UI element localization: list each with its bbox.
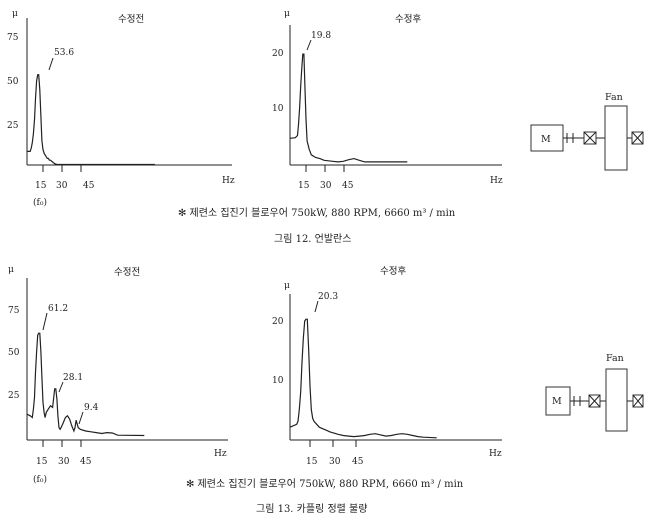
chart-1-f0-label: (f₀) — [33, 197, 47, 208]
chart-3-ytick-50: 50 — [8, 348, 20, 358]
chart-3-xtick-15: 15 — [36, 457, 48, 467]
chart-4-ytick-10: 10 — [272, 376, 284, 386]
chart-2-xtick-15: 15 — [298, 181, 310, 191]
diagram-bottom-motor — [545, 386, 571, 416]
chart-3-ytick-75: 75 — [8, 306, 20, 316]
chart-2-ytick-20: 20 — [272, 49, 284, 59]
chart-2-title: 수정후 — [395, 14, 421, 25]
diagram-top-fan — [604, 105, 628, 171]
chart-1-peak-leader — [48, 57, 54, 71]
chart-1-ytick-50: 50 — [7, 77, 19, 87]
chart-3-f0-label: (f₀) — [33, 474, 47, 485]
chart-3-peak-label-1: 61.2 — [48, 304, 68, 314]
chart-3-xtick-45: 45 — [80, 457, 92, 467]
chart-3-title: 수정전 — [114, 267, 140, 278]
chart-2-ylabel: μ — [284, 9, 290, 19]
chart-3-peak-leader-1 — [42, 312, 48, 331]
chart-1-ylabel: μ — [12, 9, 18, 19]
chart-4-xlabel: Hz — [489, 449, 502, 459]
diagram-bottom-bearing-1-x2 — [588, 394, 601, 408]
chart-1-peak-label: 53.6 — [54, 48, 74, 58]
chart-4-peak-label: 20.3 — [318, 292, 338, 302]
chart-3-peak-leader-2 — [58, 381, 64, 393]
fig13-title: 그림 13. 카플링 정렬 불량 — [256, 502, 367, 515]
diagram-bottom-fan-label: Fan — [606, 353, 624, 364]
chart-3-xtick-30: 30 — [58, 457, 70, 467]
chart-1-title: 수정전 — [118, 14, 144, 25]
fig12-title: 그림 12. 언발란스 — [274, 233, 351, 245]
chart-2-xtick-30: 30 — [320, 181, 332, 191]
chart-1: 수정전 μ 75 50 25 15 30 45 (f₀) Hz 53.6 — [7, 9, 235, 208]
chart-1-ytick-75: 75 — [7, 33, 19, 43]
chart-3-series-line — [26, 332, 145, 437]
chart-2-ytick-10: 10 — [272, 104, 284, 114]
chart-3-ytick-25: 25 — [8, 391, 20, 401]
chart-3-peak-leader-3 — [78, 411, 84, 425]
chart-2-peak-label: 19.8 — [311, 31, 331, 41]
chart-4-title: 수정후 — [380, 266, 406, 277]
diagram-top: M Fan — [530, 92, 644, 171]
chart-2-peak-leader — [306, 39, 312, 51]
chart-3-peak-label-3: 9.4 — [84, 403, 99, 413]
diagram-top-motor-label: M — [541, 134, 551, 145]
chart-2-xlabel: Hz — [490, 176, 503, 186]
chart-2-series-line — [289, 53, 408, 163]
diagram-bottom-motor-label: M — [552, 396, 562, 407]
diagram-top-fan-label: Fan — [605, 92, 623, 103]
chart-2: 수정후 μ 20 10 15 30 45 Hz 19.8 — [272, 9, 503, 191]
chart-1-xtick-45: 45 — [83, 181, 95, 191]
diagram-bottom-fan — [605, 368, 628, 432]
chart-3-ylabel: μ — [8, 265, 14, 275]
chart-3-peak-label-2: 28.1 — [63, 373, 83, 383]
diagram-bottom: M Fan — [545, 353, 644, 432]
chart-1-ytick-25: 25 — [7, 121, 19, 131]
chart-4-xtick-30: 30 — [329, 457, 341, 467]
fig13-note: ✻ 제련소 집진기 블로우어 750kW, 880 RPM, 6660 m³ /… — [186, 478, 464, 490]
chart-4-xtick-45: 45 — [352, 457, 364, 467]
diagram-top-bearing-1-x2 — [583, 131, 597, 145]
chart-1-series-line — [27, 74, 155, 166]
chart-3-xlabel: Hz — [214, 449, 227, 459]
chart-4-series-line — [289, 318, 437, 439]
chart-3: 수정전 μ 75 50 25 15 30 45 (f₀) Hz 61.2 28.… — [8, 265, 228, 485]
chart-1-xtick-30: 30 — [56, 181, 68, 191]
chart-1-xlabel: Hz — [222, 176, 235, 186]
chart-4-ylabel: μ — [284, 281, 290, 291]
diagram-top-bearing-2-x2 — [631, 131, 644, 145]
chart-4: 수정후 μ 20 10 15 30 45 Hz 20.3 — [272, 266, 502, 467]
chart-2-xtick-45: 45 — [342, 181, 354, 191]
chart-4-ytick-20: 20 — [272, 317, 284, 327]
chart-1-xtick-15: 15 — [35, 181, 47, 191]
diagram-bottom-bearing-2-x2 — [632, 394, 644, 408]
fig12-note: ✻ 제련소 집진기 블로우어 750kW, 880 RPM, 6660 m³ /… — [178, 207, 456, 219]
chart-4-xtick-15: 15 — [306, 457, 318, 467]
chart-4-peak-leader — [314, 300, 319, 313]
